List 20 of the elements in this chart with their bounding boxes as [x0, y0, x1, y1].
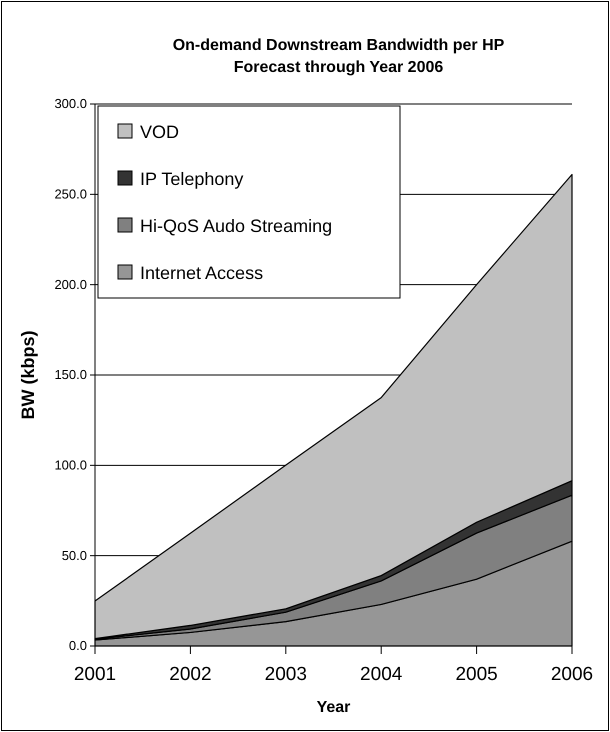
y-tick-label: 250.0 — [54, 186, 87, 202]
x-tick-label: 2005 — [455, 664, 498, 685]
x-axis-title: Year — [316, 699, 350, 716]
y-tick-label: 200.0 — [54, 276, 87, 292]
legend-label: IP Telephony — [140, 169, 244, 189]
y-tick-label: 50.0 — [62, 548, 87, 563]
legend-label: Hi-QoS Audo Streaming — [140, 216, 332, 236]
x-tick-label: 2002 — [169, 664, 212, 685]
y-tick-label: 0.0 — [68, 638, 87, 654]
x-tick-label: 2004 — [360, 664, 403, 685]
y-axis-title: BW (kbps) — [18, 330, 38, 420]
legend-label: VOD — [140, 122, 180, 142]
y-tick-label: 150.0 — [54, 367, 87, 382]
chart-title: On-demand Downstream Bandwidth per HP Forecast through Year 2006 — [172, 37, 505, 76]
x-tick-label: 2006 — [550, 664, 594, 685]
y-tick-label: 100.0 — [54, 457, 87, 472]
legend-label: Internet Access — [140, 263, 264, 283]
x-tick-label: 2003 — [264, 664, 307, 685]
x-tick-label: 2001 — [74, 664, 116, 685]
y-tick-label: 300.0 — [54, 96, 87, 112]
